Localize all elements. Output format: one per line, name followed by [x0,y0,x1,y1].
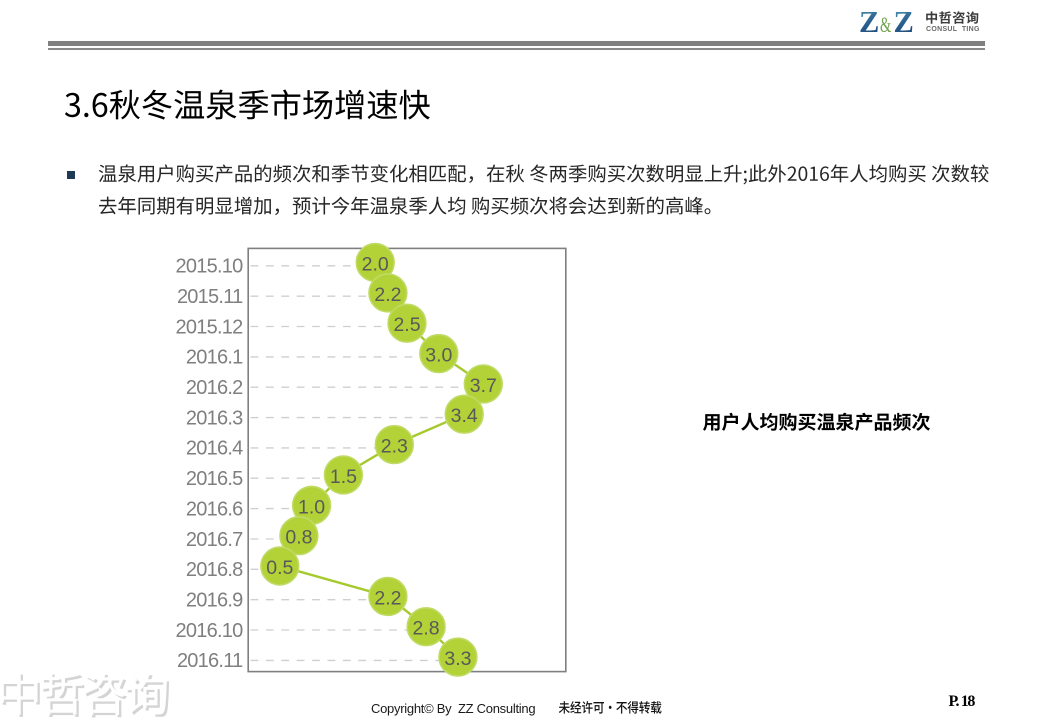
svg-text:2016.8: 2016.8 [186,559,243,581]
svg-text:2015.12: 2015.12 [175,316,243,338]
svg-text:2.2: 2.2 [374,284,401,306]
svg-text:3.3: 3.3 [444,648,471,670]
svg-text:2015.10: 2015.10 [175,256,243,278]
svg-text:3.7: 3.7 [470,375,497,397]
svg-text:2.5: 2.5 [393,314,420,336]
svg-text:1.5: 1.5 [330,466,357,488]
svg-text:3.4: 3.4 [451,405,478,427]
svg-text:2.3: 2.3 [381,436,408,458]
svg-text:0.5: 0.5 [266,557,293,579]
svg-text:2016.5: 2016.5 [186,468,243,490]
svg-text:2016.6: 2016.6 [186,498,243,520]
svg-text:3.0: 3.0 [425,345,452,367]
svg-text:2.8: 2.8 [413,618,440,640]
svg-text:2016.7: 2016.7 [186,529,243,551]
svg-text:2016.11: 2016.11 [177,650,243,672]
svg-text:2016.10: 2016.10 [175,620,243,642]
svg-text:2016.3: 2016.3 [186,407,243,429]
svg-text:2016.4: 2016.4 [186,438,243,460]
svg-text:1.0: 1.0 [298,496,325,518]
svg-text:2.0: 2.0 [362,254,389,276]
svg-text:2016.9: 2016.9 [186,590,243,612]
svg-text:0.8: 0.8 [285,527,312,549]
svg-text:2015.11: 2015.11 [177,286,243,308]
svg-text:2.2: 2.2 [374,587,401,609]
svg-text:2016.1: 2016.1 [186,347,243,369]
svg-text:2016.2: 2016.2 [186,377,243,399]
